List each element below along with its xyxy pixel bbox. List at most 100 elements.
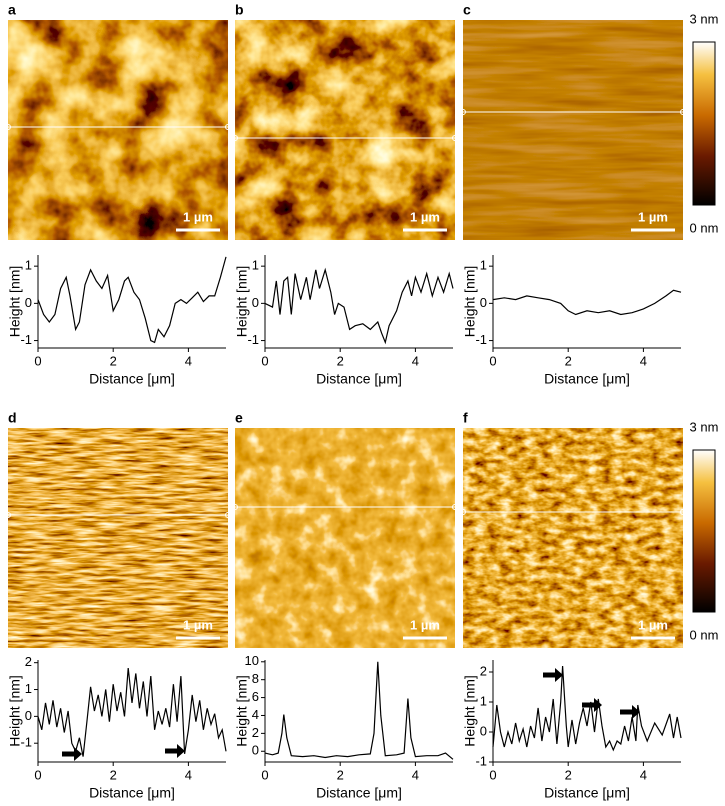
x-axis-label: Distance [μm] [544,785,630,801]
afm-texture [463,20,683,240]
afm-texture [463,428,683,648]
profile-end [225,124,231,130]
arrow [582,698,602,712]
profile-end [460,109,466,115]
afm-texture [235,428,455,648]
profile-end [452,504,458,510]
scale-bar-label: 1 µm [410,209,440,224]
profile-line-plot [264,267,454,345]
profile-end [232,504,238,510]
y-tick-label: 0 [480,295,487,310]
x-tick-label: 4 [640,767,647,782]
profile-end [680,509,686,515]
x-tick-label: 2 [337,353,344,368]
scale-bar-label: 1 µm [183,209,213,224]
panel-label: a [8,2,16,18]
y-axis-label: Height [nm] [462,675,478,747]
y-tick-label: 8 [252,671,259,686]
profile-end [680,109,686,115]
y-tick-label: -1 [20,332,32,347]
y-tick-label: 2 [252,725,259,740]
afm-texture [8,428,228,648]
profile-line-plot [37,668,227,757]
scale-bar-label: 1 µm [638,209,668,224]
x-tick-label: 0 [261,767,268,782]
profile-end [232,135,238,141]
x-tick-label: 0 [34,767,41,782]
colorbar-min: 0 nm [690,627,719,642]
colorbar [692,41,716,206]
profile-line-plot [264,661,454,760]
x-tick-label: 2 [110,353,117,368]
x-axis-label: Distance [μm] [89,371,175,387]
y-tick-label: 10 [245,653,259,668]
x-tick-label: 4 [185,767,192,782]
x-tick-label: 2 [337,767,344,782]
x-tick-label: 4 [640,353,647,368]
x-tick-label: 2 [110,767,117,782]
profile-line-plot [492,665,682,752]
x-tick-label: 0 [34,353,41,368]
panel-label: b [235,2,244,18]
scale-bar-label: 1 µm [638,617,668,632]
arrow [620,705,640,719]
colorbar-min: 0 nm [690,220,719,235]
x-tick-label: 0 [261,353,268,368]
y-tick-label: -1 [20,735,32,750]
scale-bar-label: 1 µm [410,617,440,632]
colorbar-max: 3 nm [690,11,719,26]
y-tick-label: 1 [25,681,32,696]
y-axis-label: Height [nm] [234,266,250,338]
colorbar [692,449,716,613]
profile-line-plot [37,256,227,344]
x-axis-label: Distance [μm] [89,785,175,801]
profile-end [5,512,11,518]
panel-label: d [8,410,17,426]
arrow [62,747,82,761]
profile-end [225,512,231,518]
y-tick-label: 2 [25,654,32,669]
panel-label: c [463,2,471,18]
y-tick-label: 0 [252,743,259,758]
x-tick-label: 0 [489,353,496,368]
x-tick-label: 2 [565,767,572,782]
y-tick-label: -1 [247,332,259,347]
x-tick-label: 0 [489,767,496,782]
x-axis-label: Distance [μm] [316,371,402,387]
x-tick-label: 4 [412,353,419,368]
y-tick-label: 0 [25,708,32,723]
y-tick-label: 0 [480,723,487,738]
x-axis-label: Distance [μm] [316,785,402,801]
panel-label: f [463,410,468,426]
profile-end [460,509,466,515]
profile-end [5,124,11,130]
y-tick-label: -1 [475,332,487,347]
afm-texture [235,20,455,240]
x-tick-label: 4 [185,353,192,368]
y-tick-label: 1 [252,258,259,273]
y-axis-label: Height [nm] [462,266,478,338]
y-axis-label: Height [nm] [234,675,250,747]
y-tick-label: 4 [252,707,259,722]
y-tick-label: 6 [252,689,259,704]
arrow [165,744,185,758]
y-axis-label: Height [nm] [7,675,23,747]
y-tick-label: 1 [25,258,32,273]
y-tick-label: 0 [25,295,32,310]
y-tick-label: 0 [252,295,259,310]
profile-line-plot [492,289,682,316]
y-tick-label: 1 [480,693,487,708]
profile-end [452,135,458,141]
panel-label: e [235,410,243,426]
y-tick-label: 2 [480,663,487,678]
afm-texture [8,20,228,240]
y-tick-label: 1 [480,258,487,273]
y-tick-label: -1 [475,753,487,768]
arrow [543,668,563,682]
y-axis-label: Height [nm] [7,266,23,338]
scale-bar-label: 1 µm [183,617,213,632]
x-tick-label: 2 [565,353,572,368]
x-axis-label: Distance [μm] [544,371,630,387]
colorbar-max: 3 nm [690,419,719,434]
